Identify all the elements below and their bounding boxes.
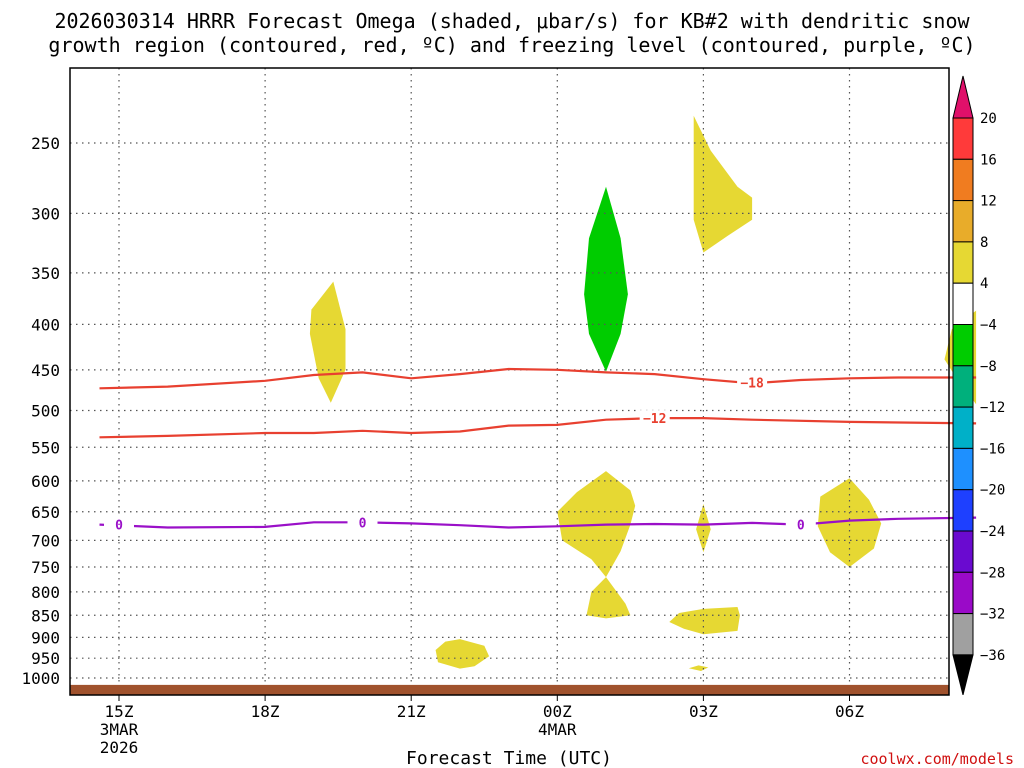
x-tick-label-21Z: 21Z [397, 702, 426, 721]
colorbar-swatch-12 [952, 613, 974, 656]
colorbar-level-13: −36 [980, 648, 1005, 664]
contour-label-bg-2-2 [785, 516, 816, 532]
y-tick-label-550: 550 [31, 438, 60, 457]
y-tick-label-950: 950 [31, 649, 60, 668]
y-tick-label-250: 250 [31, 134, 60, 153]
x-tick-label-18Z: 18Z [251, 702, 280, 721]
colorbar-top-arrow [952, 75, 974, 119]
colorbar-level-2: 12 [980, 194, 997, 210]
colorbar-level-11: −28 [980, 565, 1005, 581]
y-tick-label-750: 750 [31, 558, 60, 577]
plot-frame [69, 67, 950, 696]
colorbar-level-9: −20 [980, 483, 1005, 499]
x-axis-label: Forecast Time (UTC) [406, 748, 612, 768]
colorbar-swatch-9 [952, 489, 974, 532]
contour-label-bg-1-0 [639, 410, 670, 426]
colorbar-level-6: −8 [980, 359, 997, 375]
colorbar-level-10: −24 [980, 524, 1005, 540]
ground-strip [70, 684, 949, 695]
colorbar-swatch-4 [952, 282, 974, 326]
omega-area-1 [693, 115, 753, 253]
colorbar-swatch-8 [952, 447, 974, 491]
colorbar-bottom-arrow [952, 654, 974, 696]
x-tick-sublabel-15Z: 3MAR [100, 720, 139, 739]
contour-label-bg-0-0 [737, 374, 768, 390]
colorbar: 20 16 12 8 4 −4 −8 −12 −16 −20 −24 −28 −32 −36 [952, 75, 1005, 696]
colorbar-swatch-3 [952, 241, 974, 284]
credit-text: coolwx.com/models [860, 750, 1014, 768]
omega-area-8 [435, 639, 490, 669]
omega-area-9 [688, 665, 709, 671]
x-tick-label-06Z: 06Z [835, 702, 864, 721]
y-tick-label-350: 350 [31, 264, 60, 283]
colorbar-swatch-7 [952, 406, 974, 449]
contour-line-1 [99, 417, 977, 439]
colorbar-level-3: 8 [980, 235, 988, 251]
colorbar-swatch-6 [952, 365, 974, 408]
x-tick-label-15Z: 15Z [105, 702, 134, 721]
y-tick-label-300: 300 [31, 204, 60, 223]
y-tick-label-600: 600 [31, 472, 60, 491]
contour-label-bg-2-1 [347, 514, 378, 530]
y-tick-label-850: 850 [31, 606, 60, 625]
y-tick-label-800: 800 [31, 583, 60, 602]
omega-area-7 [669, 607, 740, 635]
colorbar-swatch-2 [952, 200, 974, 243]
y-tick-label-650: 650 [31, 503, 60, 522]
gridlines [70, 68, 949, 685]
x-tick-label-00Z: 00Z [543, 702, 572, 721]
colorbar-level-5: −4 [980, 318, 997, 334]
contour-label-2-0: 0 [115, 519, 123, 534]
contour-label-2-1: 0 [359, 516, 367, 531]
y-tick-label-500: 500 [31, 402, 60, 421]
y-tick-label-450: 450 [31, 361, 60, 380]
colorbar-swatch-1 [952, 158, 974, 202]
omega-area-4 [586, 577, 631, 619]
temperature-contours: −18 −12 0 0 0 [99, 367, 977, 534]
y-axis-labels: 250 300 350 400 450 500 550 600 650 700 750 800 850 9… [21, 134, 60, 688]
contour-label-2-2: 0 [797, 519, 805, 534]
colorbar-swatch-11 [952, 571, 974, 615]
colorbar-level-4: 4 [980, 276, 988, 292]
contour-label-1-0: −12 [643, 412, 666, 427]
contour-line-2 [99, 516, 977, 529]
colorbar-level-12: −32 [980, 607, 1005, 623]
omega-area-6 [817, 478, 882, 567]
colorbar-swatch-0 [952, 117, 974, 160]
x-tick-label-03Z: 03Z [689, 702, 718, 721]
colorbar-level-1: 16 [980, 152, 997, 168]
x-tick-sublabel-00Z: 4MAR [538, 720, 577, 739]
chart-title-line1: 2026030314 HRRR Forecast Omega (shaded, … [54, 9, 970, 33]
ground-layer [70, 684, 949, 695]
colorbar-swatch-5 [952, 324, 974, 367]
colorbar-swatch-10 [952, 530, 974, 573]
y-tick-label-400: 400 [31, 315, 60, 334]
colorbar-level-8: −16 [980, 441, 1005, 457]
plot-area [70, 68, 949, 695]
y-tick-label-700: 700 [31, 531, 60, 550]
colorbar-level-7: −12 [980, 400, 1005, 416]
plot-background [70, 68, 949, 695]
contour-label-0-0: −18 [740, 376, 764, 391]
omega-area-0 [309, 281, 346, 403]
contour-label-bg-2-0 [104, 516, 134, 532]
y-tick-label-1000: 1000 [21, 669, 60, 688]
x-tick-year-15Z: 2026 [100, 738, 139, 757]
contour-line-0 [99, 367, 977, 390]
omega-area-10 [584, 186, 628, 372]
y-tick-label-900: 900 [31, 628, 60, 647]
chart-title-line2: growth region (contoured, red, ºC) and f… [48, 33, 975, 57]
colorbar-level-0: 20 [980, 111, 997, 127]
